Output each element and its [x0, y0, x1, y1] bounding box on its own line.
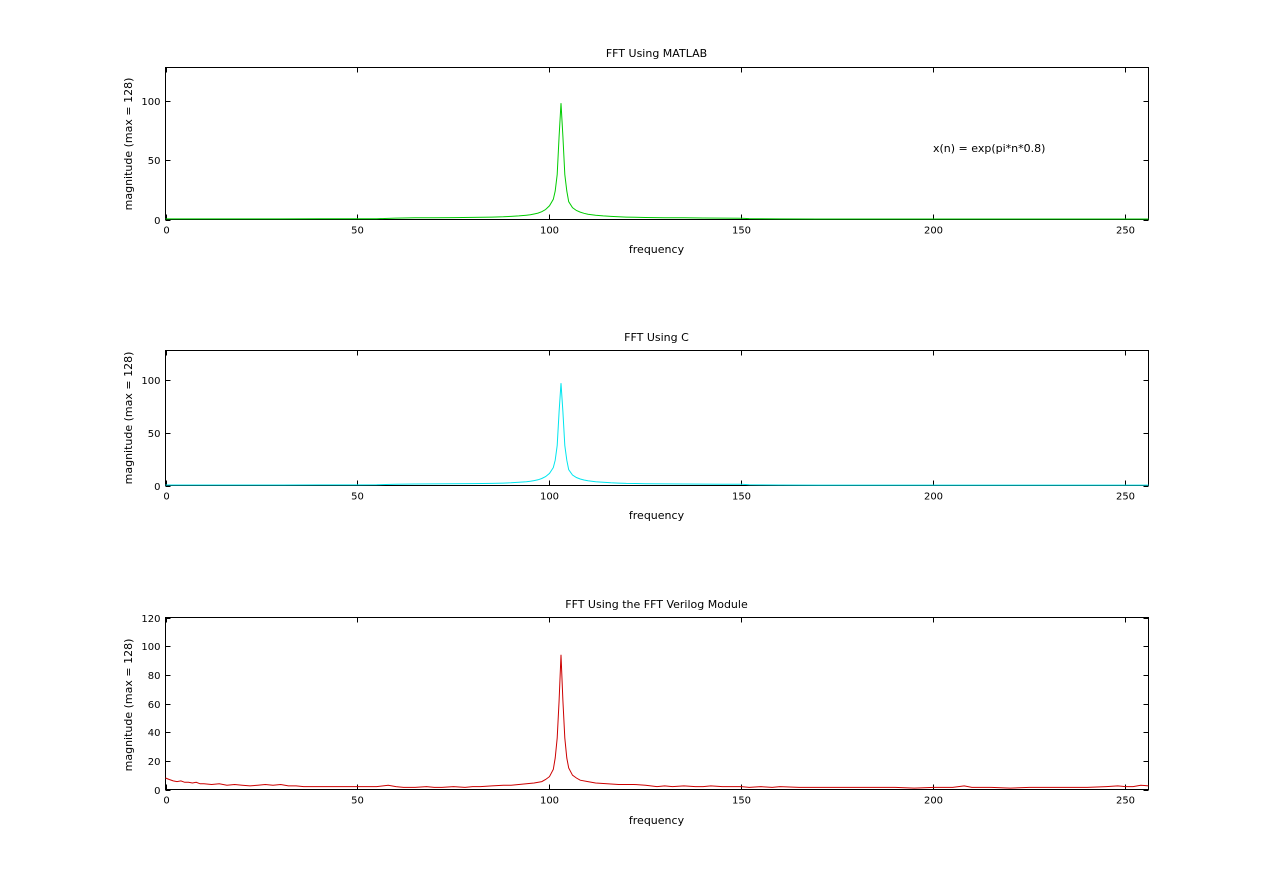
- plot-title: FFT Using C: [624, 331, 689, 344]
- x-tick-label: 0: [163, 796, 169, 807]
- x-tick-label: 250: [1116, 492, 1135, 503]
- plot-panel-c: FFT Using C 0 50 100 150 200 250 0 50 100 freque…: [122, 331, 1149, 522]
- series-line: [165, 383, 1149, 486]
- y-tick-label: 20: [148, 757, 161, 768]
- x-tick-label: 100: [540, 226, 559, 237]
- x-tick-label: 0: [163, 492, 169, 503]
- x-tick-label: 50: [351, 226, 364, 237]
- axis-ticks: 0 50 100 150 200 250 0 50 100: [141, 350, 1149, 503]
- x-tick-label: 200: [924, 796, 943, 807]
- x-tick-label: 250: [1116, 796, 1135, 807]
- plot-frame: [165, 67, 1149, 220]
- y-tick-label: 40: [148, 728, 161, 739]
- x-tick-label: 200: [924, 226, 943, 237]
- x-tick-label: 100: [540, 492, 559, 503]
- x-tick-label: 100: [540, 796, 559, 807]
- plot-title: FFT Using the FFT Verilog Module: [565, 598, 748, 611]
- x-tick-label: 150: [732, 796, 751, 807]
- plot-panel-matlab: FFT Using MATLAB 0 50 100 150 200 250 0 50 100 f…: [122, 47, 1149, 256]
- y-tick-label: 0: [154, 482, 160, 493]
- x-tick-label: 50: [351, 796, 364, 807]
- y-tick-label: 100: [141, 642, 160, 653]
- plot-title: FFT Using MATLAB: [606, 47, 707, 60]
- y-tick-label: 120: [141, 614, 160, 625]
- x-axis-label: frequency: [629, 509, 685, 522]
- y-axis-label: magnitude (max = 128): [122, 639, 135, 772]
- series-line: [165, 654, 1149, 789]
- x-tick-label: 150: [732, 492, 751, 503]
- y-tick-label: 80: [148, 671, 161, 682]
- annotation-text: x(n) = exp(pi*n*0.8): [933, 142, 1045, 155]
- y-tick-label: 60: [148, 700, 161, 711]
- y-tick-label: 50: [148, 156, 161, 167]
- x-tick-label: 50: [351, 492, 364, 503]
- y-axis-label: magnitude (max = 128): [122, 352, 135, 485]
- axis-ticks: 0 50 100 150 200 250 0 20 40 60 80 100 120: [141, 614, 1149, 807]
- x-tick-label: 250: [1116, 226, 1135, 237]
- y-tick-label: 0: [154, 216, 160, 227]
- y-tick-label: 100: [141, 97, 160, 108]
- plot-frame: [165, 350, 1149, 486]
- plot-frame: [165, 617, 1149, 790]
- x-axis-label: frequency: [629, 814, 685, 827]
- y-axis-label: magnitude (max = 128): [122, 78, 135, 211]
- plot-panel-verilog: FFT Using the FFT Verilog Module 0 50 100 1…: [122, 598, 1149, 827]
- series-line: [165, 103, 1149, 220]
- x-tick-label: 200: [924, 492, 943, 503]
- y-tick-label: 50: [148, 429, 161, 440]
- x-tick-label: 0: [163, 226, 169, 237]
- y-tick-label: 0: [154, 786, 160, 797]
- x-axis-label: frequency: [629, 243, 685, 256]
- y-tick-label: 100: [141, 376, 160, 387]
- x-tick-label: 150: [732, 226, 751, 237]
